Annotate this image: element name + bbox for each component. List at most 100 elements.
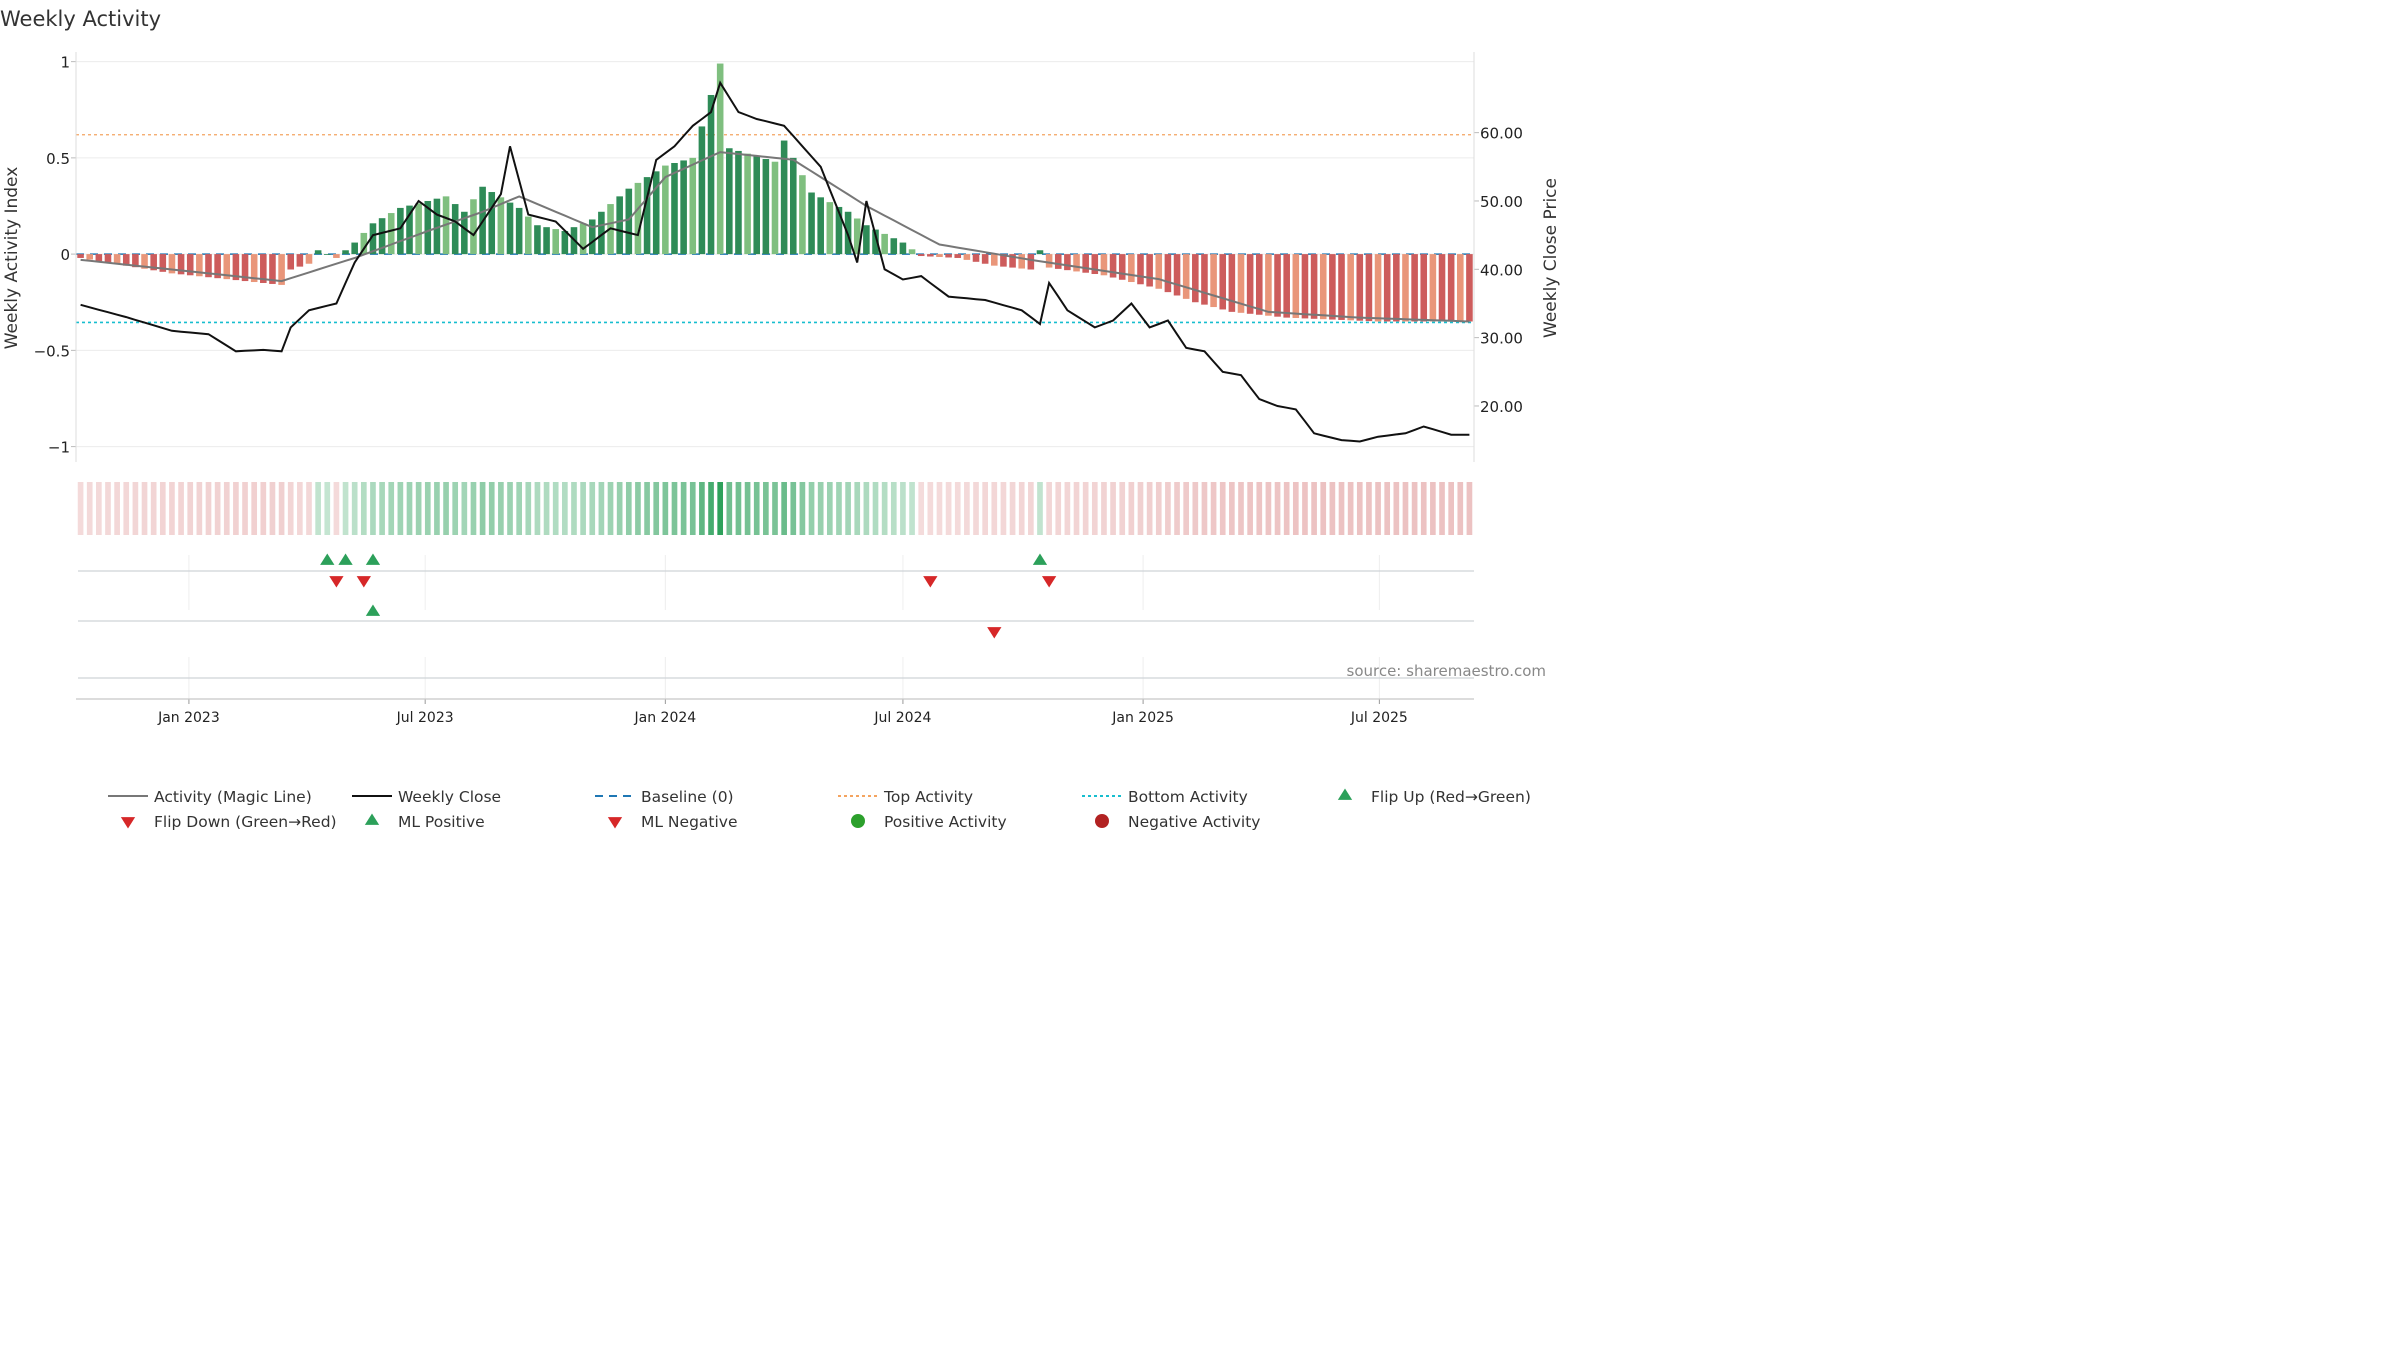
activity-bar [1411,254,1418,322]
heat-cell [543,482,550,535]
activity-bar [543,227,550,255]
activity-bar [461,211,468,255]
activity-bar [680,160,687,255]
right-tick-label: 50.00 [1480,193,1523,211]
activity-bar [360,232,368,255]
activity-bar [86,254,93,260]
legend-swatch-triangle-up [1337,788,1353,800]
heat-cell [159,482,166,535]
heat-cell [836,482,842,535]
heat-cell [1037,482,1043,535]
heat-cell [169,482,175,535]
heat-cell [1420,482,1427,535]
heat-cell [790,482,797,535]
heat-cell [726,482,733,535]
activity-bar [1274,254,1281,317]
activity-bar [415,203,422,255]
legend-item: Activity (Magic Line) [108,788,312,806]
activity-bar [789,157,797,255]
legend-item: Positive Activity [851,813,1007,831]
activity-bar [634,182,642,255]
activity-bar [369,223,377,255]
activity-bar [95,254,103,262]
activity-bar [1146,254,1153,287]
heat-cell [488,482,495,535]
activity-bar [1374,254,1382,322]
activity-bar [972,254,980,262]
heat-cell [233,482,239,535]
heat-cell [936,482,943,535]
activity-bar [1155,254,1163,289]
activity-bar [1000,254,1007,267]
heat-cell [1192,482,1199,535]
heat-cell [1320,482,1327,535]
flip-up-marker [1032,553,1048,565]
activity-bar [1383,254,1391,322]
activity-bar [534,225,541,255]
heat-cell [287,482,294,535]
activity-bar [1292,254,1300,319]
heat-cell [763,482,769,535]
activity-bar [287,254,295,270]
activity-bar [397,207,404,255]
heat-cell [1292,482,1299,535]
heat-cell [443,482,449,535]
activity-bar [826,202,834,255]
heat-cell [388,482,395,535]
activity-bar [177,254,185,275]
activity-bar [1009,254,1016,268]
activity-bar [314,250,322,255]
activity-bar [762,159,770,255]
heat-cell [498,482,504,535]
heat-cell [415,482,422,535]
heat-cell [507,482,513,535]
activity-bar [799,175,806,255]
activity-bar [1301,254,1309,319]
heat-cell [973,482,979,535]
activity-bar [1192,254,1199,303]
heat-cell [699,482,705,535]
heat-cell [306,482,312,535]
heat-cell [379,482,385,535]
heat-cell [525,482,532,535]
activity-bar [908,249,916,255]
activity-bar [1073,254,1080,272]
activity-bar [625,188,633,255]
activity-bar [579,223,587,255]
activity-bar [991,254,998,266]
heat-cell [1466,482,1473,535]
legend-swatch-dot [851,814,865,828]
activity-bar [616,196,623,255]
activity-bar [588,219,596,255]
heat-cell [114,482,120,535]
left-tick-label: −0.5 [34,342,70,360]
heat-cell [1256,482,1263,535]
activity-bar [205,254,212,278]
heat-cell [744,482,751,535]
heat-cell [890,482,897,535]
activity-bar [113,254,121,265]
heat-cell [671,482,678,535]
heat-cell [1028,482,1034,535]
legend-label: Flip Up (Red→Green) [1371,788,1531,806]
heat-cell [1128,482,1135,535]
heat-cell [1265,482,1272,535]
activity-bar [104,254,112,263]
heat-cell [708,482,714,535]
activity-bar [890,238,898,255]
right-axis-label: Weekly Close Price [1541,178,1560,338]
heat-cell [86,482,93,535]
activity-bar [552,229,559,255]
chart-root: Weekly Activity Weekly Activity Index We… [0,0,1561,877]
heat-cell [552,482,559,535]
activity-bar [927,254,934,257]
activity-bar [1128,254,1135,283]
activity-bars [77,63,1473,322]
activity-bar [141,254,148,269]
heat-cell [562,482,568,535]
heat-cell [772,482,778,535]
activity-bar [936,254,943,257]
activity-bar [1137,254,1144,285]
activity-bar [260,254,267,283]
legend-label: ML Positive [398,813,485,831]
